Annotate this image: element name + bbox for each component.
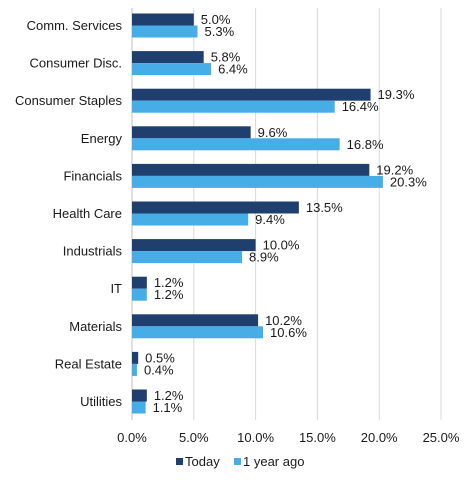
bar-1-year-ago-consumer-staples [132, 100, 335, 113]
bar-1-year-ago-utilities [132, 401, 146, 414]
bar-1-year-ago-industrials [132, 251, 243, 264]
category-label-it: IT [110, 281, 122, 296]
bar-today-materials [132, 314, 259, 327]
bar-today-financials [132, 163, 370, 176]
category-label-utilities: Utilities [80, 394, 122, 409]
bar-1-year-ago-energy [132, 138, 340, 151]
category-label-consumer-staples: Consumer Staples [15, 93, 122, 108]
bar-1-year-ago-real-estate [132, 363, 137, 376]
value-label-today-materials: 10.2% [265, 313, 302, 328]
value-label-1-year-ago-consumer-disc: 6.4% [218, 62, 248, 77]
value-label-today-financials: 19.2% [376, 162, 413, 177]
category-label-health-care: Health Care [53, 206, 122, 221]
gridlines [131, 8, 442, 420]
bar-1-year-ago-consumer-disc [132, 63, 212, 76]
value-label-1-year-ago-utilities: 1.1% [153, 400, 183, 415]
value-label-today-energy: 9.6% [258, 125, 288, 140]
value-label-today-consumer-staples: 19.3% [378, 87, 415, 102]
bar-today-health-care [132, 201, 299, 214]
value-label-today-utilities: 1.2% [154, 388, 184, 403]
bar-today-real-estate [132, 351, 139, 364]
category-label-comm-services: Comm. Services [27, 18, 123, 33]
bar-today-energy [132, 126, 251, 139]
category-label-financials: Financials [63, 168, 122, 183]
legend-label-today: Today [185, 454, 220, 469]
bar-today-consumer-disc [132, 51, 204, 64]
x-tick-label: 5.0% [179, 430, 209, 445]
x-tick-label: 20.0% [361, 430, 398, 445]
category-label-industrials: Industrials [63, 244, 123, 259]
x-tick-label: 10.0% [237, 430, 274, 445]
bar-1-year-ago-it [132, 288, 147, 301]
bar-1-year-ago-health-care [132, 213, 249, 226]
bar-today-it [132, 276, 147, 289]
x-tick-label: 15.0% [299, 430, 336, 445]
category-label-consumer-disc: Consumer Disc. [30, 56, 122, 71]
value-labels: 5.0%5.3% 5.8%6.4% 19.3%16.4% 9.6% 16.8% 19.2%… [144, 12, 427, 415]
value-label-1-year-ago-materials: 10.6% [270, 325, 307, 340]
value-label-today-it: 1.2% [154, 275, 184, 290]
category-labels: Comm. Services Consumer Disc. Consumer Sta… [15, 18, 122, 409]
value-label-1-year-ago-comm-services: 5.3% [205, 24, 235, 39]
bar-today-industrials [132, 239, 256, 252]
value-label-today-health-care: 13.5% [306, 200, 343, 215]
category-label-energy: Energy [81, 131, 123, 146]
value-label-today-real-estate: 0.5% [145, 350, 175, 365]
bar-1-year-ago-comm-services [132, 25, 198, 38]
value-label-today-industrials: 10.0% [263, 238, 300, 253]
bar-1-year-ago-financials [132, 175, 383, 188]
bar-today-comm-services [132, 13, 194, 26]
x-tick-label: 0.0% [117, 430, 147, 445]
bar-1-year-ago-materials [132, 326, 264, 339]
bars [132, 13, 383, 414]
value-label-1-year-ago-health-care: 9.4% [255, 212, 285, 227]
value-label-1-year-ago-energy: 16.8% [347, 137, 384, 152]
value-label-1-year-ago-it: 1.2% [154, 287, 184, 302]
x-tick-label: 25.0% [423, 430, 460, 445]
legend: Today 1 year ago [176, 454, 304, 469]
value-label-today-comm-services: 5.0% [201, 12, 231, 27]
category-label-real-estate: Real Estate [55, 356, 122, 371]
category-label-materials: Materials [69, 319, 122, 334]
bar-today-utilities [132, 389, 147, 402]
value-label-1-year-ago-consumer-staples: 16.4% [342, 99, 379, 114]
value-label-1-year-ago-financials: 20.3% [390, 174, 427, 189]
bar-today-consumer-staples [132, 88, 371, 101]
legend-label-1-year-ago: 1 year ago [243, 454, 304, 469]
legend-swatch-today [176, 458, 183, 465]
legend-swatch-1-year-ago [234, 458, 241, 465]
x-tick-labels: 0.0% 5.0% 10.0% 15.0% 20.0% 25.0% [117, 430, 460, 445]
value-label-today-consumer-disc: 5.8% [211, 50, 241, 65]
value-label-1-year-ago-real-estate: 0.4% [144, 362, 174, 377]
value-label-1-year-ago-industrials: 8.9% [249, 250, 279, 265]
